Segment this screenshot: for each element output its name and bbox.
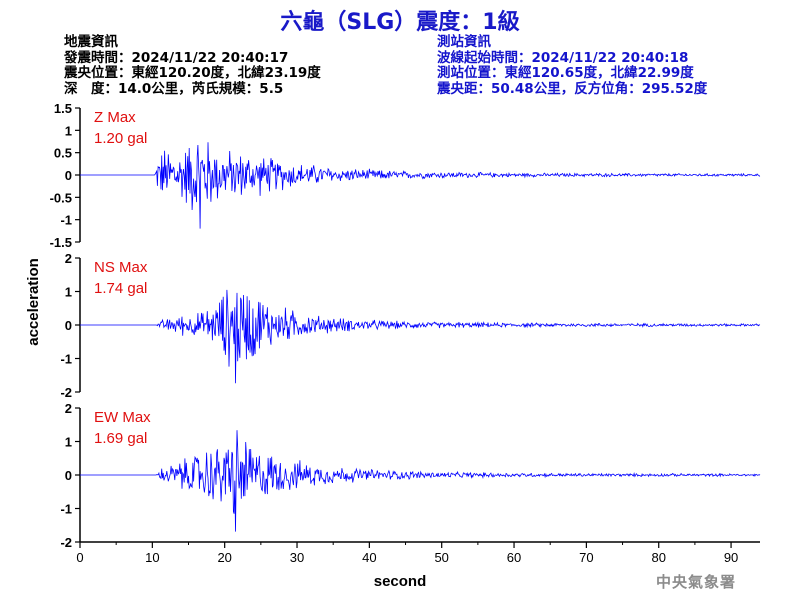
origin-time: 發震時間：2024/11/22 20:40:17: [64, 49, 289, 66]
event-info-heading: 地震資訊: [64, 34, 118, 50]
y-tick-label: 0: [65, 468, 72, 483]
x-tick-label: 0: [76, 550, 83, 565]
x-tick-label: 90: [724, 550, 738, 565]
y-tick-label: -1.5: [50, 235, 72, 250]
x-tick-label: 50: [434, 550, 448, 565]
y-tick-label: 2: [65, 251, 72, 266]
x-tick-label: 60: [507, 550, 521, 565]
station-info-heading: 測站資訊: [437, 34, 491, 50]
station-info: 測站資訊 波線起始時間：2024/11/22 20:40:18 測站位置：東經1…: [437, 34, 708, 97]
panel-max-ns: 1.74 gal: [94, 280, 147, 297]
panel-label-z: Z Max: [94, 109, 136, 126]
y-tick-label: 1: [65, 285, 72, 300]
y-tick-label: 0: [65, 318, 72, 333]
y-tick-label: -2: [60, 385, 72, 400]
y-tick-label: -1: [60, 213, 72, 228]
epicenter-location: 震央位置：東經120.20度，北緯23.19度: [64, 65, 321, 81]
panel-label-ew: EW Max: [94, 409, 151, 426]
y-tick-label: -0.5: [50, 190, 72, 205]
y-tick-label: 1: [65, 123, 72, 138]
y-tick-label: 2: [65, 401, 72, 416]
x-tick-label: 70: [579, 550, 593, 565]
panel-max-ew: 1.69 gal: [94, 430, 147, 447]
x-tick-label: 20: [217, 550, 231, 565]
epicentral-distance: 震央距：50.48公里，反方位角：295.52度: [437, 80, 708, 97]
panel-label-ns: NS Max: [94, 259, 148, 276]
waveform-z: [80, 142, 761, 229]
station-location: 測站位置：東經120.65度，北緯22.99度: [437, 65, 694, 81]
event-info: 地震資訊 發震時間：2024/11/22 20:40:17 震央位置：東經120…: [64, 34, 321, 97]
credit-text: 中央氣象署: [656, 573, 737, 591]
y-tick-label: -2: [60, 535, 72, 550]
x-tick-label: 30: [290, 550, 304, 565]
x-tick-label: 40: [362, 550, 376, 565]
page-title: 六龜（SLG）震度：1級: [280, 10, 520, 35]
x-axis-label: second: [374, 573, 427, 590]
y-tick-label: 1: [65, 435, 72, 450]
y-tick-label: 1.5: [54, 101, 72, 116]
waveform-ew: [80, 430, 761, 532]
x-tick-label: 80: [651, 550, 665, 565]
y-axis-label: acceleration: [25, 258, 42, 346]
y-tick-label: -1: [60, 352, 72, 367]
wave-start-time: 波線起始時間：2024/11/22 20:40:18: [437, 49, 689, 66]
x-tick-label: 10: [145, 550, 159, 565]
y-tick-label: 0: [65, 168, 72, 183]
y-tick-label: 0.5: [54, 146, 72, 161]
y-tick-label: -1: [60, 502, 72, 517]
waveform-ns: [80, 289, 761, 384]
panel-max-z: 1.20 gal: [94, 130, 147, 147]
depth-magnitude: 深 度：14.0公里，芮氏規模：5.5: [64, 80, 284, 97]
